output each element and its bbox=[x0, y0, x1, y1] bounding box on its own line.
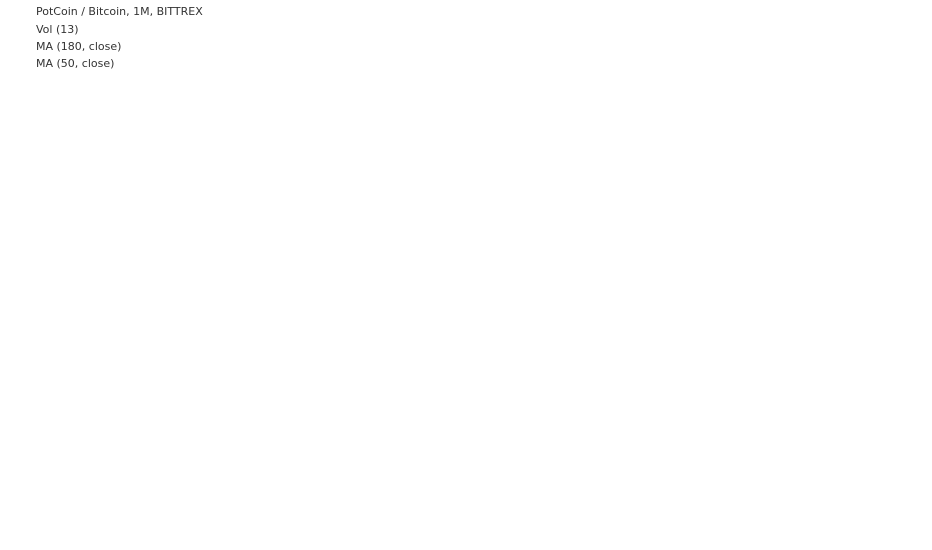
legend-entry: MA (180, close) bbox=[36, 40, 121, 53]
chart-title: PotCoin / Bitcoin, 1M, BITTREX bbox=[36, 5, 203, 18]
legend-volume: Vol (13) bbox=[36, 23, 79, 36]
legend-entry: MA (50, close) bbox=[36, 57, 114, 70]
legend: PotCoin / Bitcoin, 1M, BITTREX Vol (13) … bbox=[36, 5, 203, 70]
